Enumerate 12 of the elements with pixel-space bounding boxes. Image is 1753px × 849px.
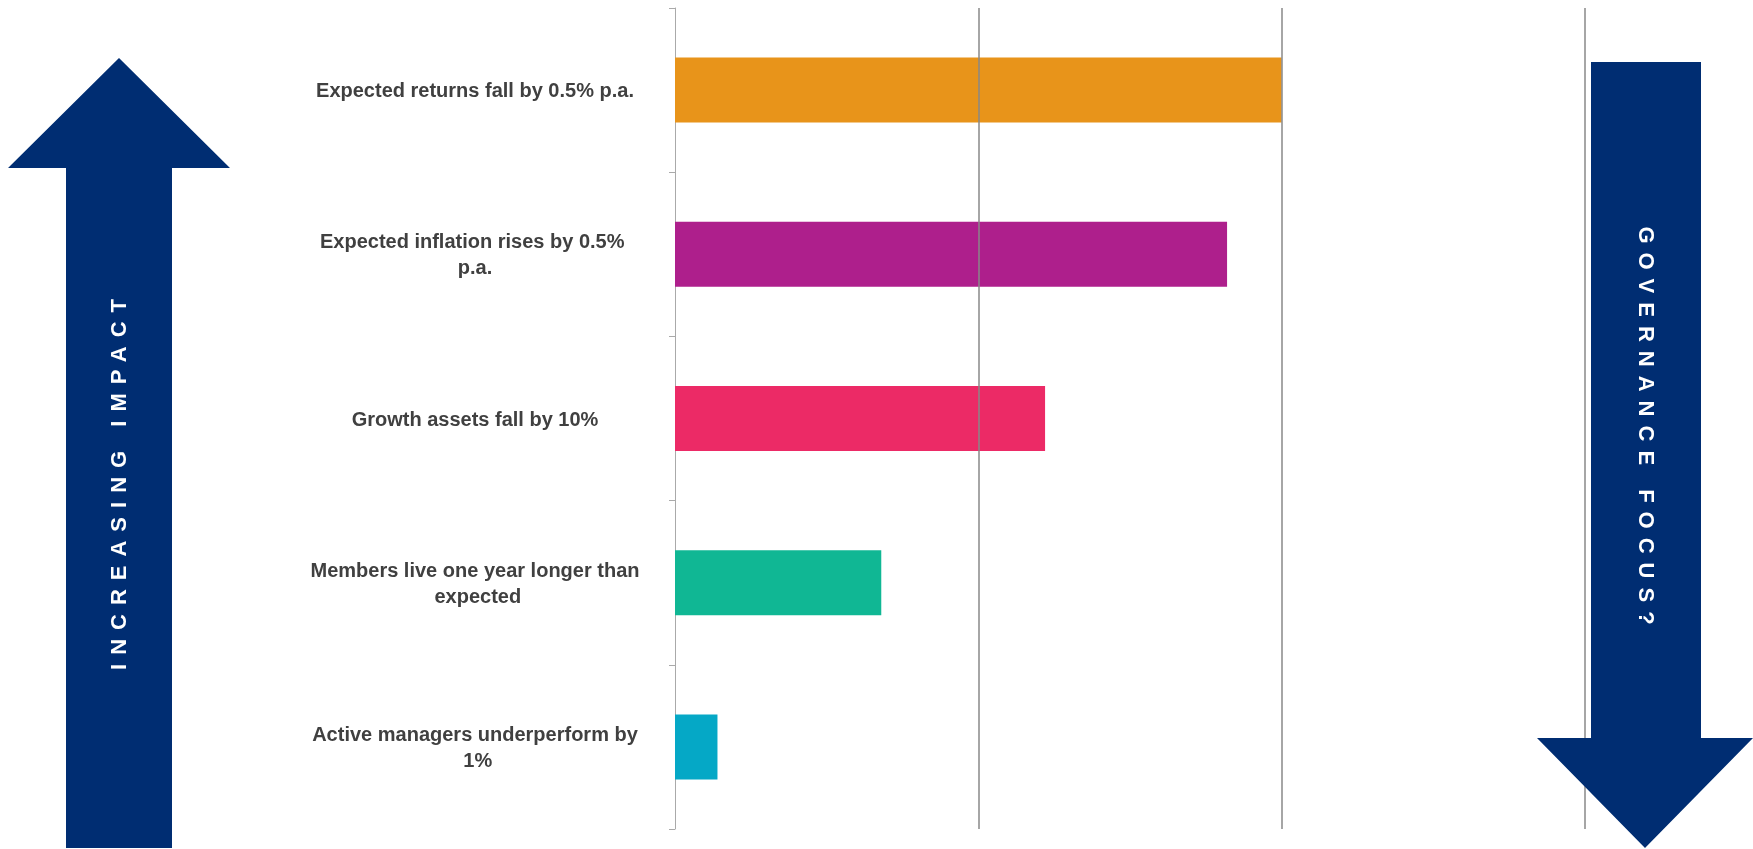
text: INCREASING IMPACT <box>106 290 132 670</box>
text: GOVERNANCE FOCUS? <box>1633 226 1659 634</box>
bar <box>675 221 1228 287</box>
bar <box>675 714 718 780</box>
y-tick-label: Expected returns fall by 0.5% p.a. <box>316 79 634 102</box>
y-tick-label: Growth assets fall by 10% <box>351 407 599 430</box>
bar <box>675 550 882 616</box>
bar <box>675 386 1046 451</box>
y-tick-label: Expected inflation rises by 0.5% p.a. <box>319 230 631 279</box>
y-tick-label: Members live one year longer than expected <box>310 558 640 607</box>
bar <box>675 57 1282 123</box>
y-tick-label: Active managers underperform by 1% <box>312 722 639 771</box>
